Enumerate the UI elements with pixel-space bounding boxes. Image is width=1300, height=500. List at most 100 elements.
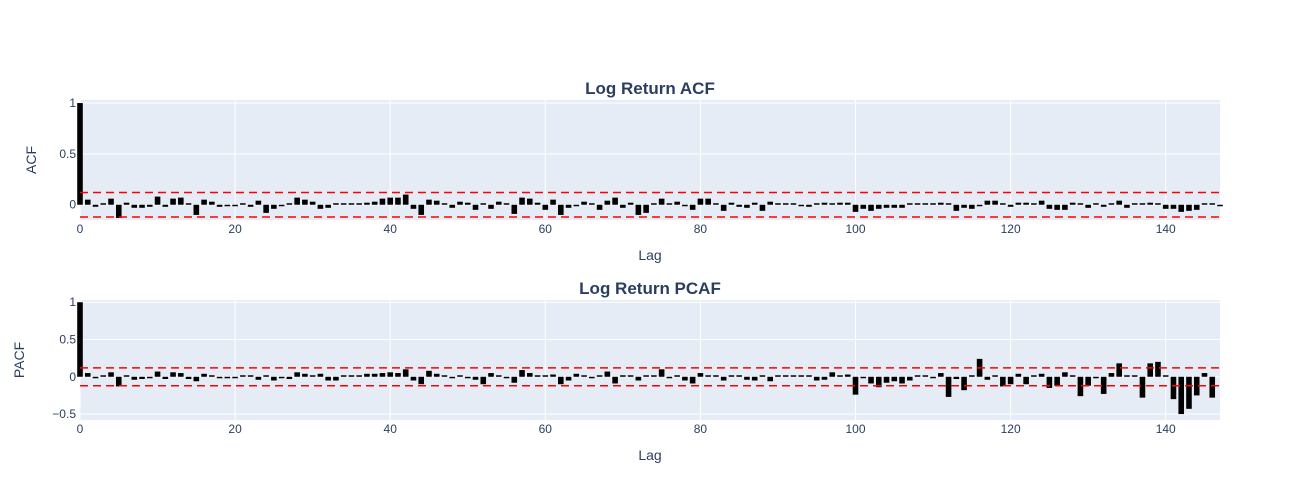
acf-x-tick-label: 140 [1156,222,1176,236]
pacf-bar [821,376,828,380]
acf-bar [751,202,758,205]
acf-bar [364,202,370,205]
acf-bar [806,204,812,207]
acf-bar [395,197,401,205]
pacf-bar [511,376,518,383]
acf-bar [852,204,859,212]
pacf-y-axis-label: PACF [11,342,27,378]
acf-bar [325,204,331,208]
acf-bar [674,201,680,205]
acf-bar [1000,203,1006,205]
acf-bar [829,203,836,205]
acf-bar [1186,204,1192,211]
acf-bar [1147,202,1153,205]
acf-x-tick-label: 80 [694,222,708,236]
pacf-bar [309,375,316,377]
acf-bar [945,203,952,205]
pacf-bar [317,373,324,377]
pacf-bar [1023,376,1029,385]
acf-bar [286,203,293,205]
acf-bar [178,197,184,205]
acf-bar [775,203,781,205]
acf-bar [1077,203,1084,205]
pacf-bar [503,376,510,379]
pacf-bar [1124,375,1130,377]
acf-bar [875,204,882,209]
acf-bar [837,202,843,205]
acf-bar [348,203,355,205]
acf-bar [472,204,479,210]
acf-bar [77,103,83,205]
acf-bar [1139,203,1146,205]
acf-bar [201,199,207,205]
acf-bar [573,204,580,207]
acf-bar [1217,204,1223,207]
pacf-bar [1054,376,1060,386]
pacf-x-tick-label: 80 [694,422,708,436]
acf-bar [899,204,905,208]
acf-bar [705,198,711,205]
acf-bar [697,198,704,205]
pacf-bar [860,376,867,379]
pacf-bar [1170,376,1177,400]
pacf-bar [115,376,122,387]
acf-bar [457,201,463,205]
acf-bar [891,204,898,208]
pacf-bar [596,375,603,377]
pacf-bar [984,376,991,380]
acf-bar [433,200,440,205]
acf-bar [930,203,936,205]
pacf-bar [480,376,487,385]
acf-bar [154,196,161,205]
pacf-bar [1077,376,1084,397]
pacf-bar [178,373,184,377]
acf-bar [565,204,572,208]
pacf-bar [682,376,688,381]
acf-bar [1201,203,1208,205]
pacf-bar [92,376,99,379]
pacf-y-tick-label: 0.5 [59,333,76,347]
pacf-bar [224,376,231,379]
acf-bar [511,204,518,214]
pacf-bar [806,375,812,377]
acf-bar [271,204,277,209]
acf-bar [418,204,425,215]
acf-x-axis-label: Lag [638,247,661,263]
pacf-bar [216,376,223,379]
pacf-bar [736,375,742,377]
acf-bar [495,201,502,205]
pacf-bar [844,374,851,377]
pacf-bar [426,370,432,377]
pacf-bar [705,375,711,377]
pacf-bar [612,376,618,384]
acf-bar [868,204,874,211]
acf-bar [550,199,556,205]
pacf-bar [100,375,107,377]
pacf-bar [713,375,719,377]
pacf-bar [852,376,859,395]
acf-bar [1108,203,1115,205]
acf-bar [953,204,960,211]
pacf-x-tick-label: 20 [228,422,242,436]
pacf-bar [627,375,634,377]
acf-bar [682,204,688,207]
pacf-bar [286,376,293,380]
pacf-bar [1147,363,1153,377]
acf-bar [782,203,789,205]
acf-bar [976,204,983,207]
pacf-bar [193,376,200,382]
pacf-bar [488,373,494,377]
pacf-bar [519,370,525,377]
pacf-bar [232,376,238,379]
pacf-bar [674,375,680,377]
pacf-bar [77,302,83,377]
acf-bar [589,203,595,205]
acf-bar [612,197,618,205]
acf-bar [464,202,471,205]
pacf-bar [348,375,355,377]
pacf-bar [1178,376,1185,415]
pacf-bar [697,373,704,377]
pacf-bar [495,375,502,377]
pacf-bar [1085,376,1091,386]
acf-bar [1023,202,1029,205]
